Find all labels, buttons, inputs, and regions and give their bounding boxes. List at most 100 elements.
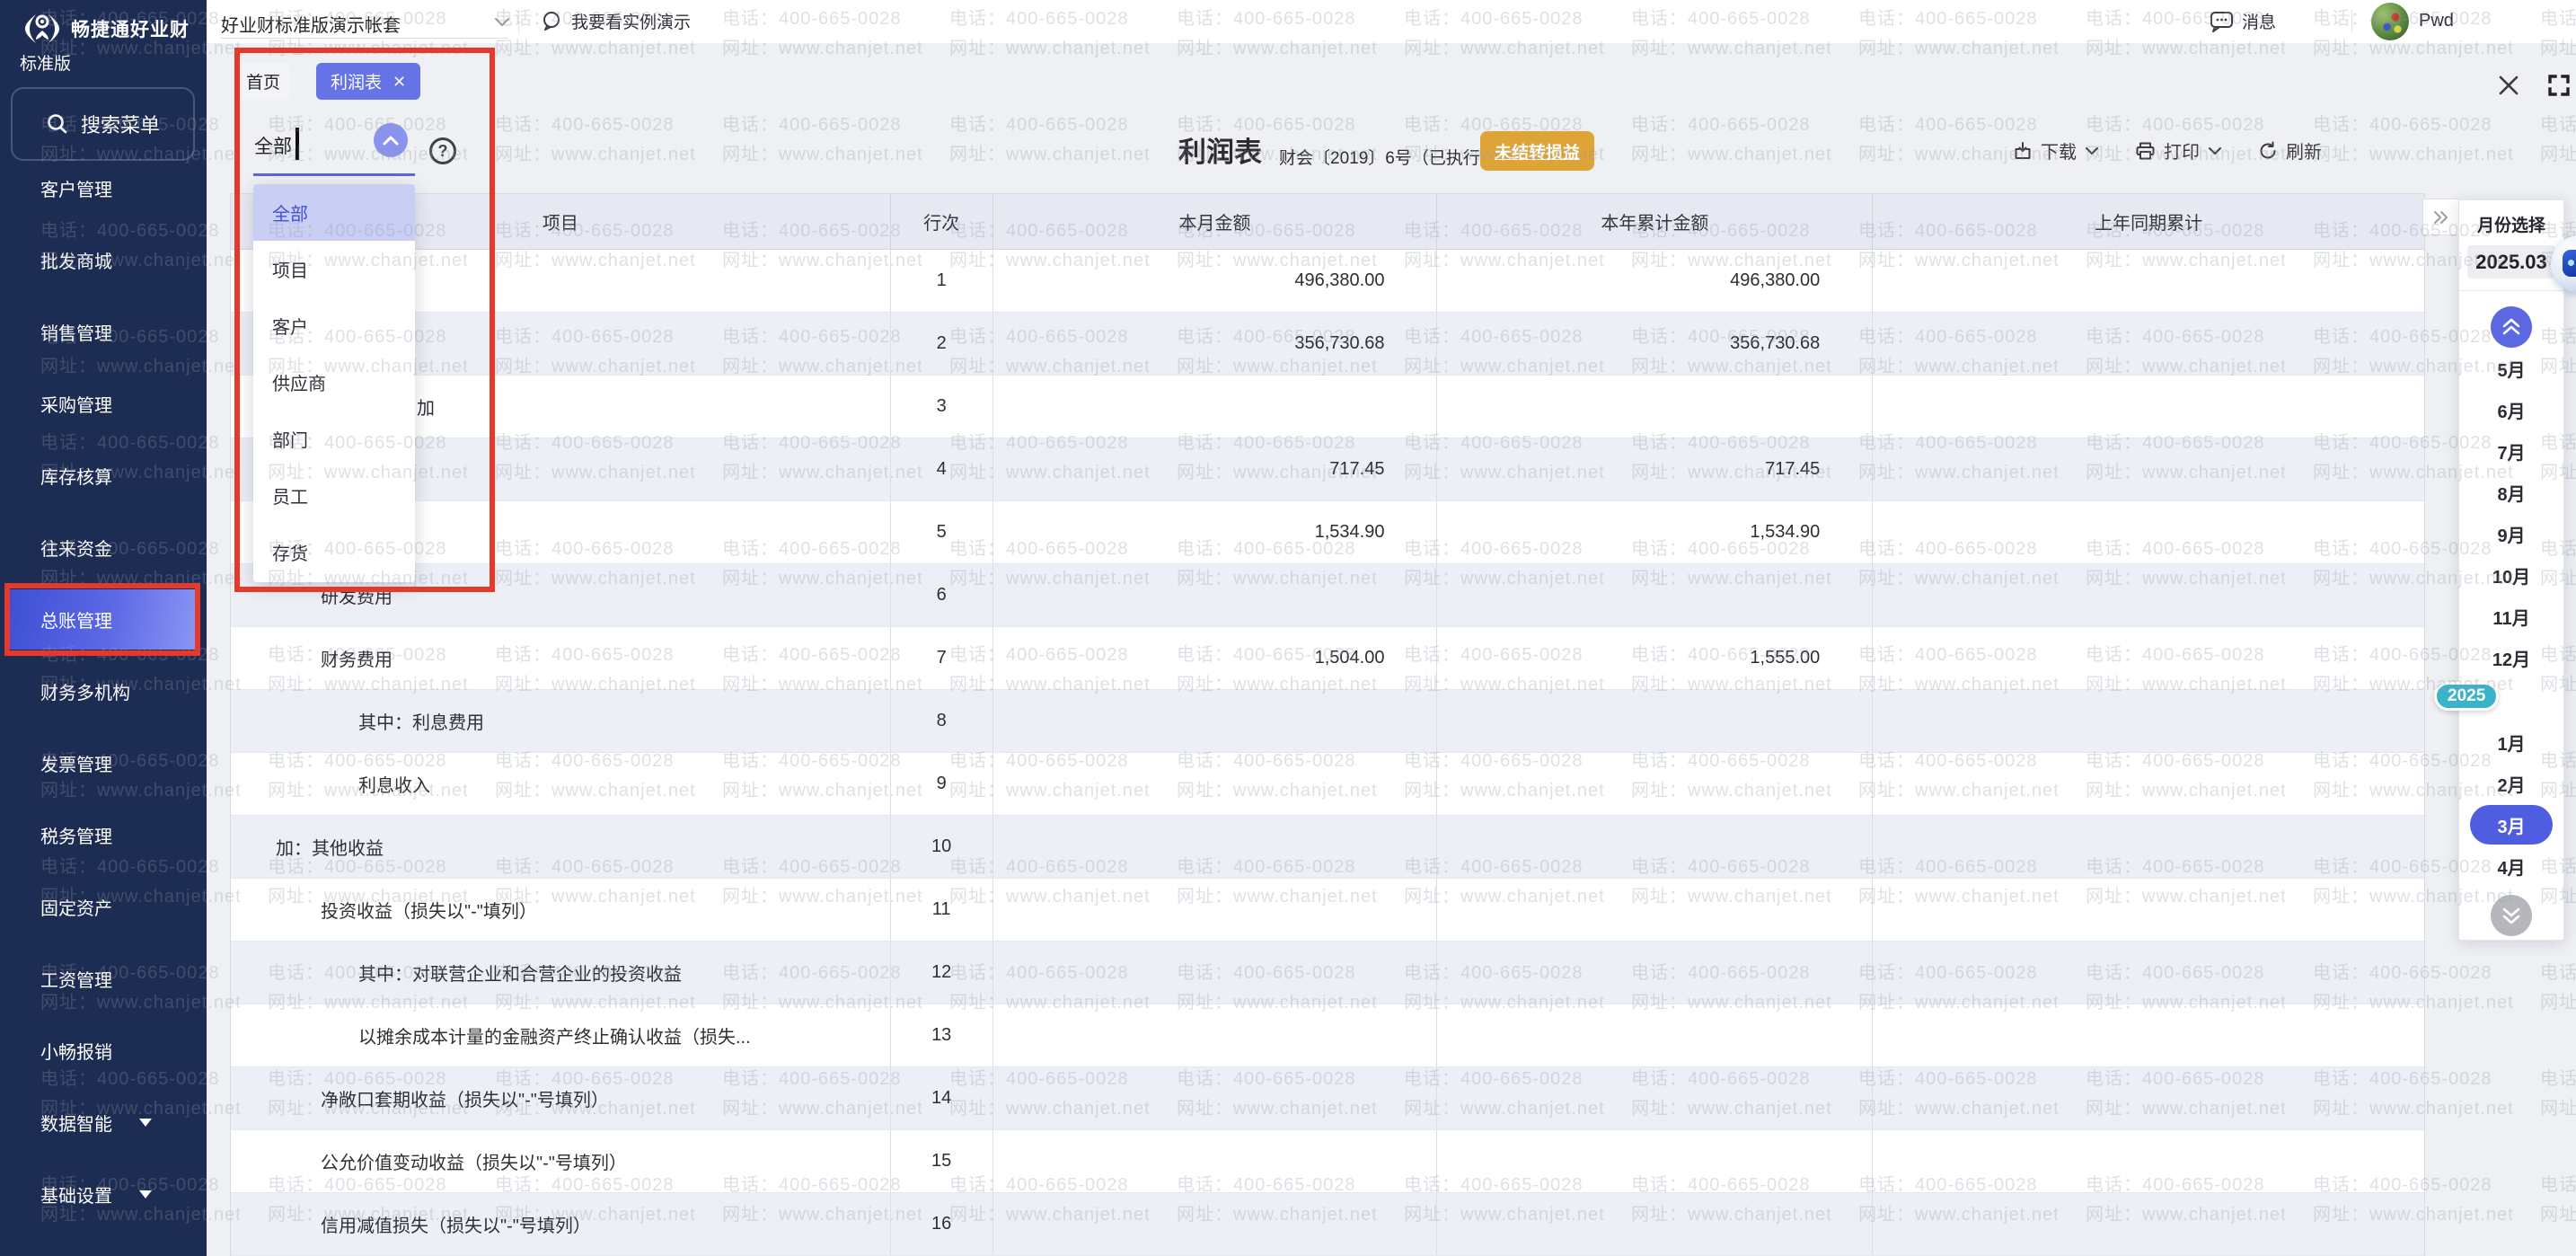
row-current-amount [993,816,1438,878]
dimension-dropdown: 全部项目客户供应商部门员工存货 [253,184,415,582]
tab-profit-statement[interactable]: 利润表 ✕ [316,63,421,100]
row-item-label: 利息收入 [358,776,430,796]
sidebar-item-label: 往来资金 [40,539,112,560]
download-button[interactable]: 下载 [2012,137,2100,164]
sidebar-item-销售管理[interactable]: 销售管理 [0,296,207,367]
month-item-4月[interactable]: 4月 [2459,845,2563,887]
sidebar-item-label: 财务多机构 [40,683,130,703]
table-body: 1 496,380.00 496,380.00 2 356,730.68 356… [231,250,2424,1256]
sidebar-item-库存核算[interactable]: 库存核算 [0,439,207,511]
sidebar-item-客户管理[interactable]: 客户管理 [0,152,207,224]
table-row[interactable]: 其中：对联营企业和合营企业的投资收益 12 [231,942,2424,1004]
close-icon[interactable] [2495,72,2522,99]
table-row[interactable]: 加：其他收益 10 [231,816,2424,879]
table-row[interactable]: 其中：利息费用 8 [231,690,2424,753]
table-row[interactable]: 4 717.45 717.45 [231,438,2424,501]
sidebar-item-基础设置[interactable]: 基础设置 [0,1158,207,1230]
sidebar-item-税务管理[interactable]: 税务管理 [0,799,207,871]
table-row[interactable]: 财务费用 7 1,504.00 1,555.00 [231,627,2424,690]
dropdown-option-供应商[interactable]: 供应商 [272,375,326,394]
row-current-amount: 1,534.90 [993,501,1438,563]
table-row[interactable]: 信用减值损失（损失以"-"号填列） 16 [231,1193,2424,1256]
user-name[interactable]: Pwd [2419,11,2454,31]
row-item-label: 信用减值损失（损失以"-"号填列） [321,1216,591,1236]
column-header-current[interactable]: 本月金额 [993,194,1438,249]
unposted-profit-badge[interactable]: 未结转损益 [1480,131,1595,171]
sidebar-item-label: 采购管理 [40,395,112,416]
sidebar-item-工资管理[interactable]: 工资管理 [0,942,207,1014]
scroll-months-down-button[interactable] [2491,895,2532,936]
sidebar-item-数据智能[interactable]: 数据智能 [0,1086,207,1158]
month-item-10月[interactable]: 10月 [2459,554,2563,596]
sidebar-item-批发商城[interactable]: 批发商城 [0,224,207,296]
month-item-5月[interactable]: 5月 [2459,348,2563,389]
sidebar-item-采购管理[interactable]: 采购管理 [0,367,207,439]
dropdown-option-全部[interactable]: 全部 [253,184,415,241]
table-row[interactable]: 投资收益（损失以"-"填列） 11 [231,879,2424,942]
column-header-prior[interactable]: 上年同期累计 [2095,214,2203,234]
user-avatar[interactable] [2371,3,2409,40]
topbar-divider [518,10,519,33]
sidebar-item-发票管理[interactable]: 发票管理 [0,727,207,799]
row-ytd-amount [1437,879,1874,941]
account-chevron-down-icon[interactable] [492,15,512,30]
print-button[interactable]: 打印 [2134,137,2223,164]
account-set-name[interactable]: 好业财标准版演示帐套 [221,16,401,36]
fullscreen-icon[interactable] [2547,74,2571,97]
chevron-down-icon [2084,145,2100,157]
sidebar-item-往来资金[interactable]: 往来资金 [0,511,207,583]
dropdown-option-员工[interactable]: 员工 [272,488,308,508]
row-current-amount [993,1130,1438,1192]
column-header-line[interactable]: 行次 [891,194,993,249]
month-item-2月[interactable]: 2月 [2459,763,2563,804]
dropdown-option-客户[interactable]: 客户 [272,318,308,338]
demo-link[interactable]: 我要看实例演示 [541,9,691,33]
help-icon[interactable]: ? [429,137,456,164]
row-prior-amount [1873,690,2424,752]
table-row[interactable]: 加 3 [231,376,2424,438]
dropdown-option-项目[interactable]: 项目 [272,261,308,281]
column-header-ytd[interactable]: 本年累计金额 [1437,194,1874,249]
sidebar-search-button[interactable]: 搜索菜单 [11,87,195,161]
table-row[interactable]: 5 1,534.90 1,534.90 [231,501,2424,564]
selected-period[interactable]: 2025.03 [2467,245,2555,279]
filter-collapse-button[interactable] [374,123,408,157]
month-item-9月[interactable]: 9月 [2459,513,2563,554]
table-row[interactable]: 公允价值变动收益（损失以"-"号填列） 15 [231,1130,2424,1193]
messages-button[interactable]: 消息 [2210,9,2276,33]
table-row[interactable]: 利息收入 9 [231,753,2424,816]
dropdown-option-部门[interactable]: 部门 [272,431,308,451]
row-prior-amount [1873,313,2424,375]
month-item-6月[interactable]: 6月 [2459,389,2563,430]
month-item-7月[interactable]: 7月 [2459,430,2563,472]
month-item-1月[interactable]: 1月 [2459,721,2563,763]
scroll-months-up-button[interactable] [2491,306,2532,348]
table-row[interactable]: 以摊余成本计量的金融资产终止确认收益（损失... 13 [231,1004,2424,1067]
dimension-filter-input[interactable]: 全部 [254,137,292,157]
sidebar-item-财务多机构[interactable]: 财务多机构 [0,655,207,727]
table-row[interactable]: 1 496,380.00 496,380.00 [231,250,2424,313]
column-header-item[interactable]: 项目 [231,194,891,249]
month-panel-collapse-button[interactable] [2422,199,2459,235]
table-row[interactable]: 净敞口套期收益（损失以"-"号填列） 14 [231,1067,2424,1130]
row-prior-amount [1873,627,2424,689]
row-ytd-amount [1437,690,1874,752]
sidebar-item-label: 小畅报销 [40,1042,112,1063]
month-item-11月[interactable]: 11月 [2459,596,2563,637]
sidebar-item-小畅报销[interactable]: 小畅报销 [0,1014,207,1086]
account-underline [221,38,508,39]
sidebar-item-总账管理[interactable]: 总账管理 [0,583,207,655]
month-item-3月[interactable]: 3月 [2459,804,2563,845]
row-item-label: 加 [417,399,435,419]
tab-home[interactable]: 首页 [236,63,290,100]
table-row[interactable]: 研发费用 6 [231,564,2424,627]
dropdown-option-存货[interactable]: 存货 [272,544,308,564]
month-item-8月[interactable]: 8月 [2459,472,2563,513]
table-row[interactable]: 2 356,730.68 356,730.68 [231,313,2424,376]
month-item-12月[interactable]: 12月 [2459,637,2563,678]
tab-close-icon[interactable]: ✕ [393,72,407,91]
refresh-button[interactable]: 刷新 [2257,137,2322,164]
sidebar-item-固定资产[interactable]: 固定资产 [0,871,207,942]
